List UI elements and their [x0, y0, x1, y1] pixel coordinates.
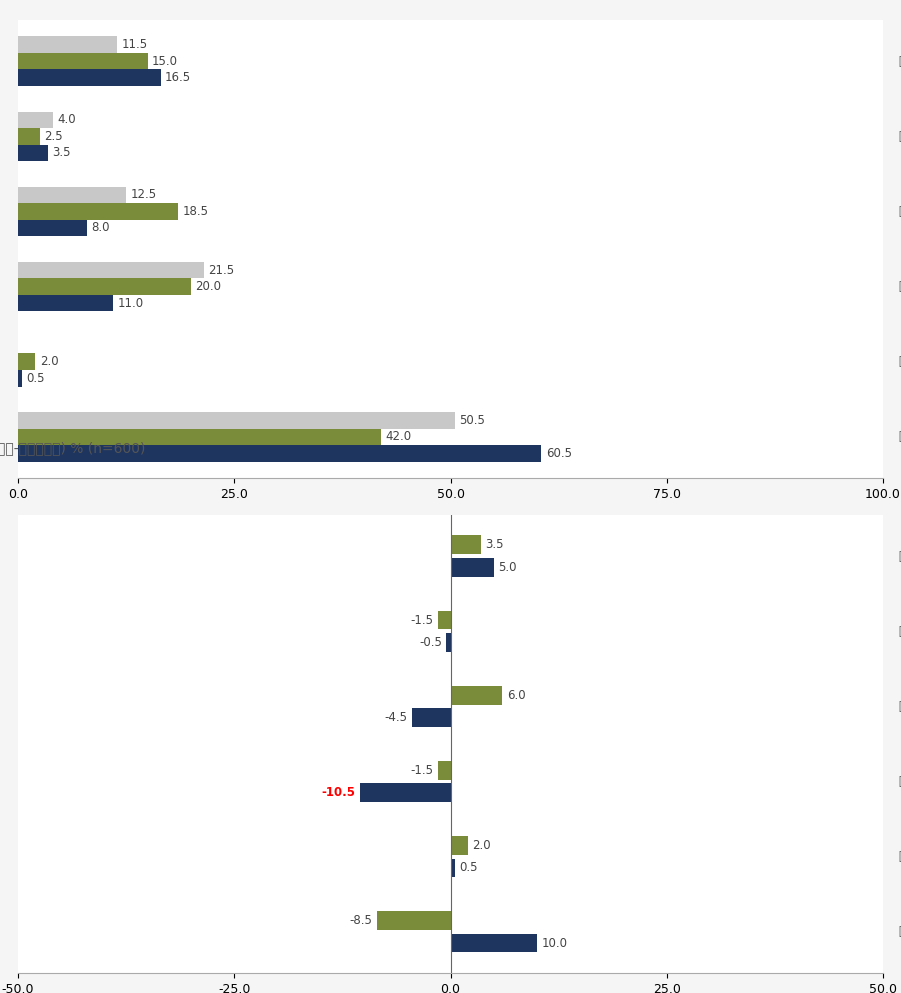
- Text: 8.0: 8.0: [92, 221, 110, 234]
- Text: 고객 서비스 강화: 고객 서비스 강화: [898, 55, 901, 68]
- Text: 플래카드, 배너 활용 등 홍보 강화: 플래카드, 배너 활용 등 홍보 강화: [898, 850, 901, 863]
- Bar: [450, 933, 537, 952]
- Text: 0.5: 0.5: [27, 371, 45, 384]
- Text: 11.0: 11.0: [117, 297, 143, 310]
- Text: 12.5: 12.5: [131, 189, 157, 202]
- Bar: [450, 836, 468, 855]
- Text: -4.5: -4.5: [384, 711, 407, 724]
- Bar: [18, 278, 191, 295]
- Bar: [18, 219, 87, 236]
- Bar: [412, 708, 450, 727]
- Text: 단위: (영향시장-무영향시장) % (n=600): 단위: (영향시장-무영향시장) % (n=600): [0, 441, 145, 456]
- Bar: [18, 262, 204, 278]
- Bar: [18, 295, 114, 312]
- Text: 상인회 등을 통한 공동 마케팅 강화: 상인회 등을 통한 공동 마케팅 강화: [898, 625, 901, 638]
- Text: 3.5: 3.5: [52, 146, 71, 159]
- Text: -0.5: -0.5: [419, 637, 441, 649]
- Bar: [18, 37, 117, 53]
- Text: 11.5: 11.5: [122, 38, 148, 52]
- Text: 3.5: 3.5: [485, 538, 504, 551]
- Text: 50.5: 50.5: [460, 414, 485, 427]
- Text: 신규 상품의 확대: 신규 상품의 확대: [898, 700, 901, 713]
- Text: 6.0: 6.0: [506, 689, 525, 702]
- Bar: [18, 128, 40, 145]
- Bar: [18, 445, 542, 462]
- Text: 21.5: 21.5: [208, 263, 234, 277]
- Bar: [18, 429, 381, 445]
- Bar: [450, 535, 481, 554]
- Bar: [18, 412, 455, 429]
- Bar: [18, 204, 178, 219]
- Bar: [450, 686, 503, 705]
- Bar: [377, 912, 450, 929]
- Text: 2.0: 2.0: [40, 355, 59, 368]
- Text: 5.0: 5.0: [498, 561, 516, 574]
- Text: 판매촉진(할인, 경품 등) 강화: 판매촉진(할인, 경품 등) 강화: [898, 280, 901, 293]
- Text: 플래카드, 배너 활용 등 홍보 강화: 플래카드, 배너 활용 등 홍보 강화: [898, 355, 901, 368]
- Text: -8.5: -8.5: [350, 914, 373, 927]
- Bar: [18, 370, 23, 386]
- Text: 4.0: 4.0: [57, 113, 76, 126]
- Bar: [438, 611, 450, 630]
- Text: -10.5: -10.5: [322, 786, 355, 799]
- Text: 2.0: 2.0: [472, 839, 491, 852]
- Text: 42.0: 42.0: [386, 430, 412, 443]
- Bar: [18, 354, 35, 370]
- Text: 신규 상품의 확대: 신규 상품의 확대: [898, 205, 901, 217]
- Text: -1.5: -1.5: [410, 614, 433, 627]
- Text: 고객 서비스 강화: 고객 서비스 강화: [898, 550, 901, 563]
- Text: 판매촉진(할인, 경품 등) 강화: 판매촉진(할인, 경품 등) 강화: [898, 776, 901, 788]
- Bar: [18, 111, 52, 128]
- Text: 0.5: 0.5: [460, 862, 478, 875]
- Bar: [18, 187, 126, 204]
- Bar: [359, 783, 450, 802]
- Bar: [18, 53, 148, 70]
- Text: 15.0: 15.0: [152, 55, 178, 68]
- Bar: [450, 859, 455, 878]
- Text: 16.5: 16.5: [165, 71, 191, 84]
- Legend: 무영향시장, SSM영향시장, 대형마트영향시장: 무영향시장, SSM영향시장, 대형마트영향시장: [170, 531, 471, 554]
- Text: -1.5: -1.5: [410, 764, 433, 777]
- Text: 별도로 준비하는 것이 없다: 별도로 준비하는 것이 없다: [898, 430, 901, 443]
- Bar: [18, 145, 49, 161]
- Bar: [18, 70, 160, 86]
- Text: 별도로 준비하는 것이 없다: 별도로 준비하는 것이 없다: [898, 925, 901, 938]
- Text: 상인회 등을 통한 공동 마케팅 강화: 상인회 등을 통한 공동 마케팅 강화: [898, 130, 901, 143]
- Text: 20.0: 20.0: [196, 280, 222, 293]
- Bar: [450, 558, 494, 577]
- Text: 2.5: 2.5: [44, 130, 62, 143]
- Text: 60.5: 60.5: [546, 447, 571, 460]
- Bar: [446, 634, 450, 652]
- Text: 18.5: 18.5: [182, 205, 208, 217]
- Bar: [438, 761, 450, 780]
- Text: 10.0: 10.0: [542, 936, 568, 949]
